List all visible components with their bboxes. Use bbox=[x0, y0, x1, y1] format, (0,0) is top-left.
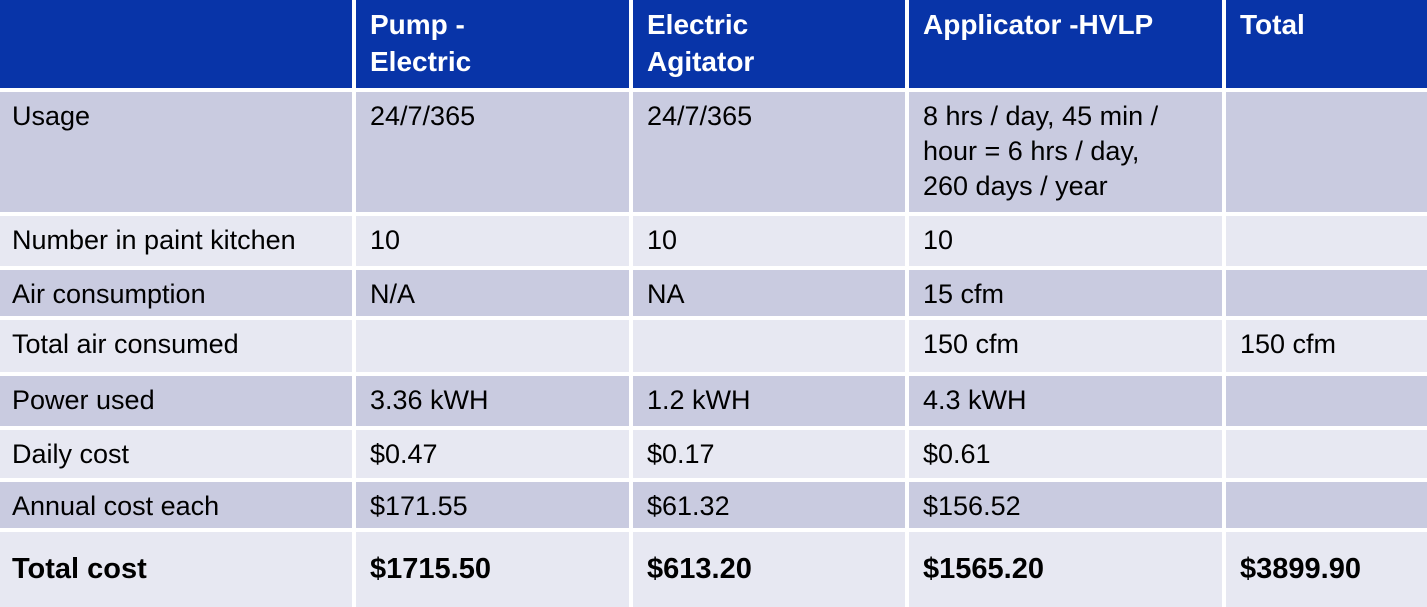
cell-air-consumption-pump-electric: N/A bbox=[356, 270, 629, 316]
cell-annual-cost-total bbox=[1226, 482, 1427, 528]
cell-annual-cost-applicator-hvlp: $156.52 bbox=[909, 482, 1222, 528]
cell-total-cost-applicator-hvlp: $1565.20 bbox=[909, 532, 1222, 607]
cell-number-pump-electric: 10 bbox=[356, 216, 629, 266]
cell-air-consumption-applicator-hvlp: 15 cfm bbox=[909, 270, 1222, 316]
cell-annual-cost-electric-agitator: $61.32 bbox=[633, 482, 905, 528]
header-electric-agitator: Electric Agitator bbox=[633, 0, 905, 88]
cell-air-consumption-electric-agitator: NA bbox=[633, 270, 905, 316]
cell-total-cost-electric-agitator: $613.20 bbox=[633, 532, 905, 607]
cell-daily-cost-applicator-hvlp: $0.61 bbox=[909, 430, 1222, 478]
cell-total-air-electric-agitator bbox=[633, 320, 905, 372]
cell-power-applicator-hvlp: 4.3 kWH bbox=[909, 376, 1222, 426]
cell-daily-cost-total bbox=[1226, 430, 1427, 478]
cell-power-total bbox=[1226, 376, 1427, 426]
cell-number-total bbox=[1226, 216, 1427, 266]
cell-usage-pump-electric: 24/7/365 bbox=[356, 92, 629, 212]
cell-total-cost-pump-electric: $1715.50 bbox=[356, 532, 629, 607]
row-label-annual-cost-each: Annual cost each bbox=[0, 482, 352, 528]
header-total: Total bbox=[1226, 0, 1427, 88]
cell-daily-cost-pump-electric: $0.47 bbox=[356, 430, 629, 478]
cell-power-pump-electric: 3.36 kWH bbox=[356, 376, 629, 426]
row-label-air-consumption: Air consumption bbox=[0, 270, 352, 316]
cell-total-air-applicator-hvlp: 150 cfm bbox=[909, 320, 1222, 372]
header-corner-cell bbox=[0, 0, 352, 88]
cell-usage-electric-agitator: 24/7/365 bbox=[633, 92, 905, 212]
cell-annual-cost-pump-electric: $171.55 bbox=[356, 482, 629, 528]
header-applicator-hvlp: Applicator -HVLP bbox=[909, 0, 1222, 88]
row-label-total-cost: Total cost bbox=[0, 532, 352, 607]
row-label-daily-cost: Daily cost bbox=[0, 430, 352, 478]
row-label-total-air-consumed: Total air consumed bbox=[0, 320, 352, 372]
cell-daily-cost-electric-agitator: $0.17 bbox=[633, 430, 905, 478]
cell-power-electric-agitator: 1.2 kWH bbox=[633, 376, 905, 426]
cell-total-air-pump-electric bbox=[356, 320, 629, 372]
row-label-usage: Usage bbox=[0, 92, 352, 212]
cell-number-electric-agitator: 10 bbox=[633, 216, 905, 266]
cell-usage-total bbox=[1226, 92, 1427, 212]
cell-total-cost-total: $3899.90 bbox=[1226, 532, 1427, 607]
cell-total-air-total: 150 cfm bbox=[1226, 320, 1427, 372]
cell-number-applicator-hvlp: 10 bbox=[909, 216, 1222, 266]
cell-air-consumption-total bbox=[1226, 270, 1427, 316]
row-label-power-used: Power used bbox=[0, 376, 352, 426]
row-label-number-in-paint-kitchen: Number in paint kitchen bbox=[0, 216, 352, 266]
header-pump-electric: Pump - Electric bbox=[356, 0, 629, 88]
cell-usage-applicator-hvlp: 8 hrs / day, 45 min / hour = 6 hrs / day… bbox=[909, 92, 1222, 212]
